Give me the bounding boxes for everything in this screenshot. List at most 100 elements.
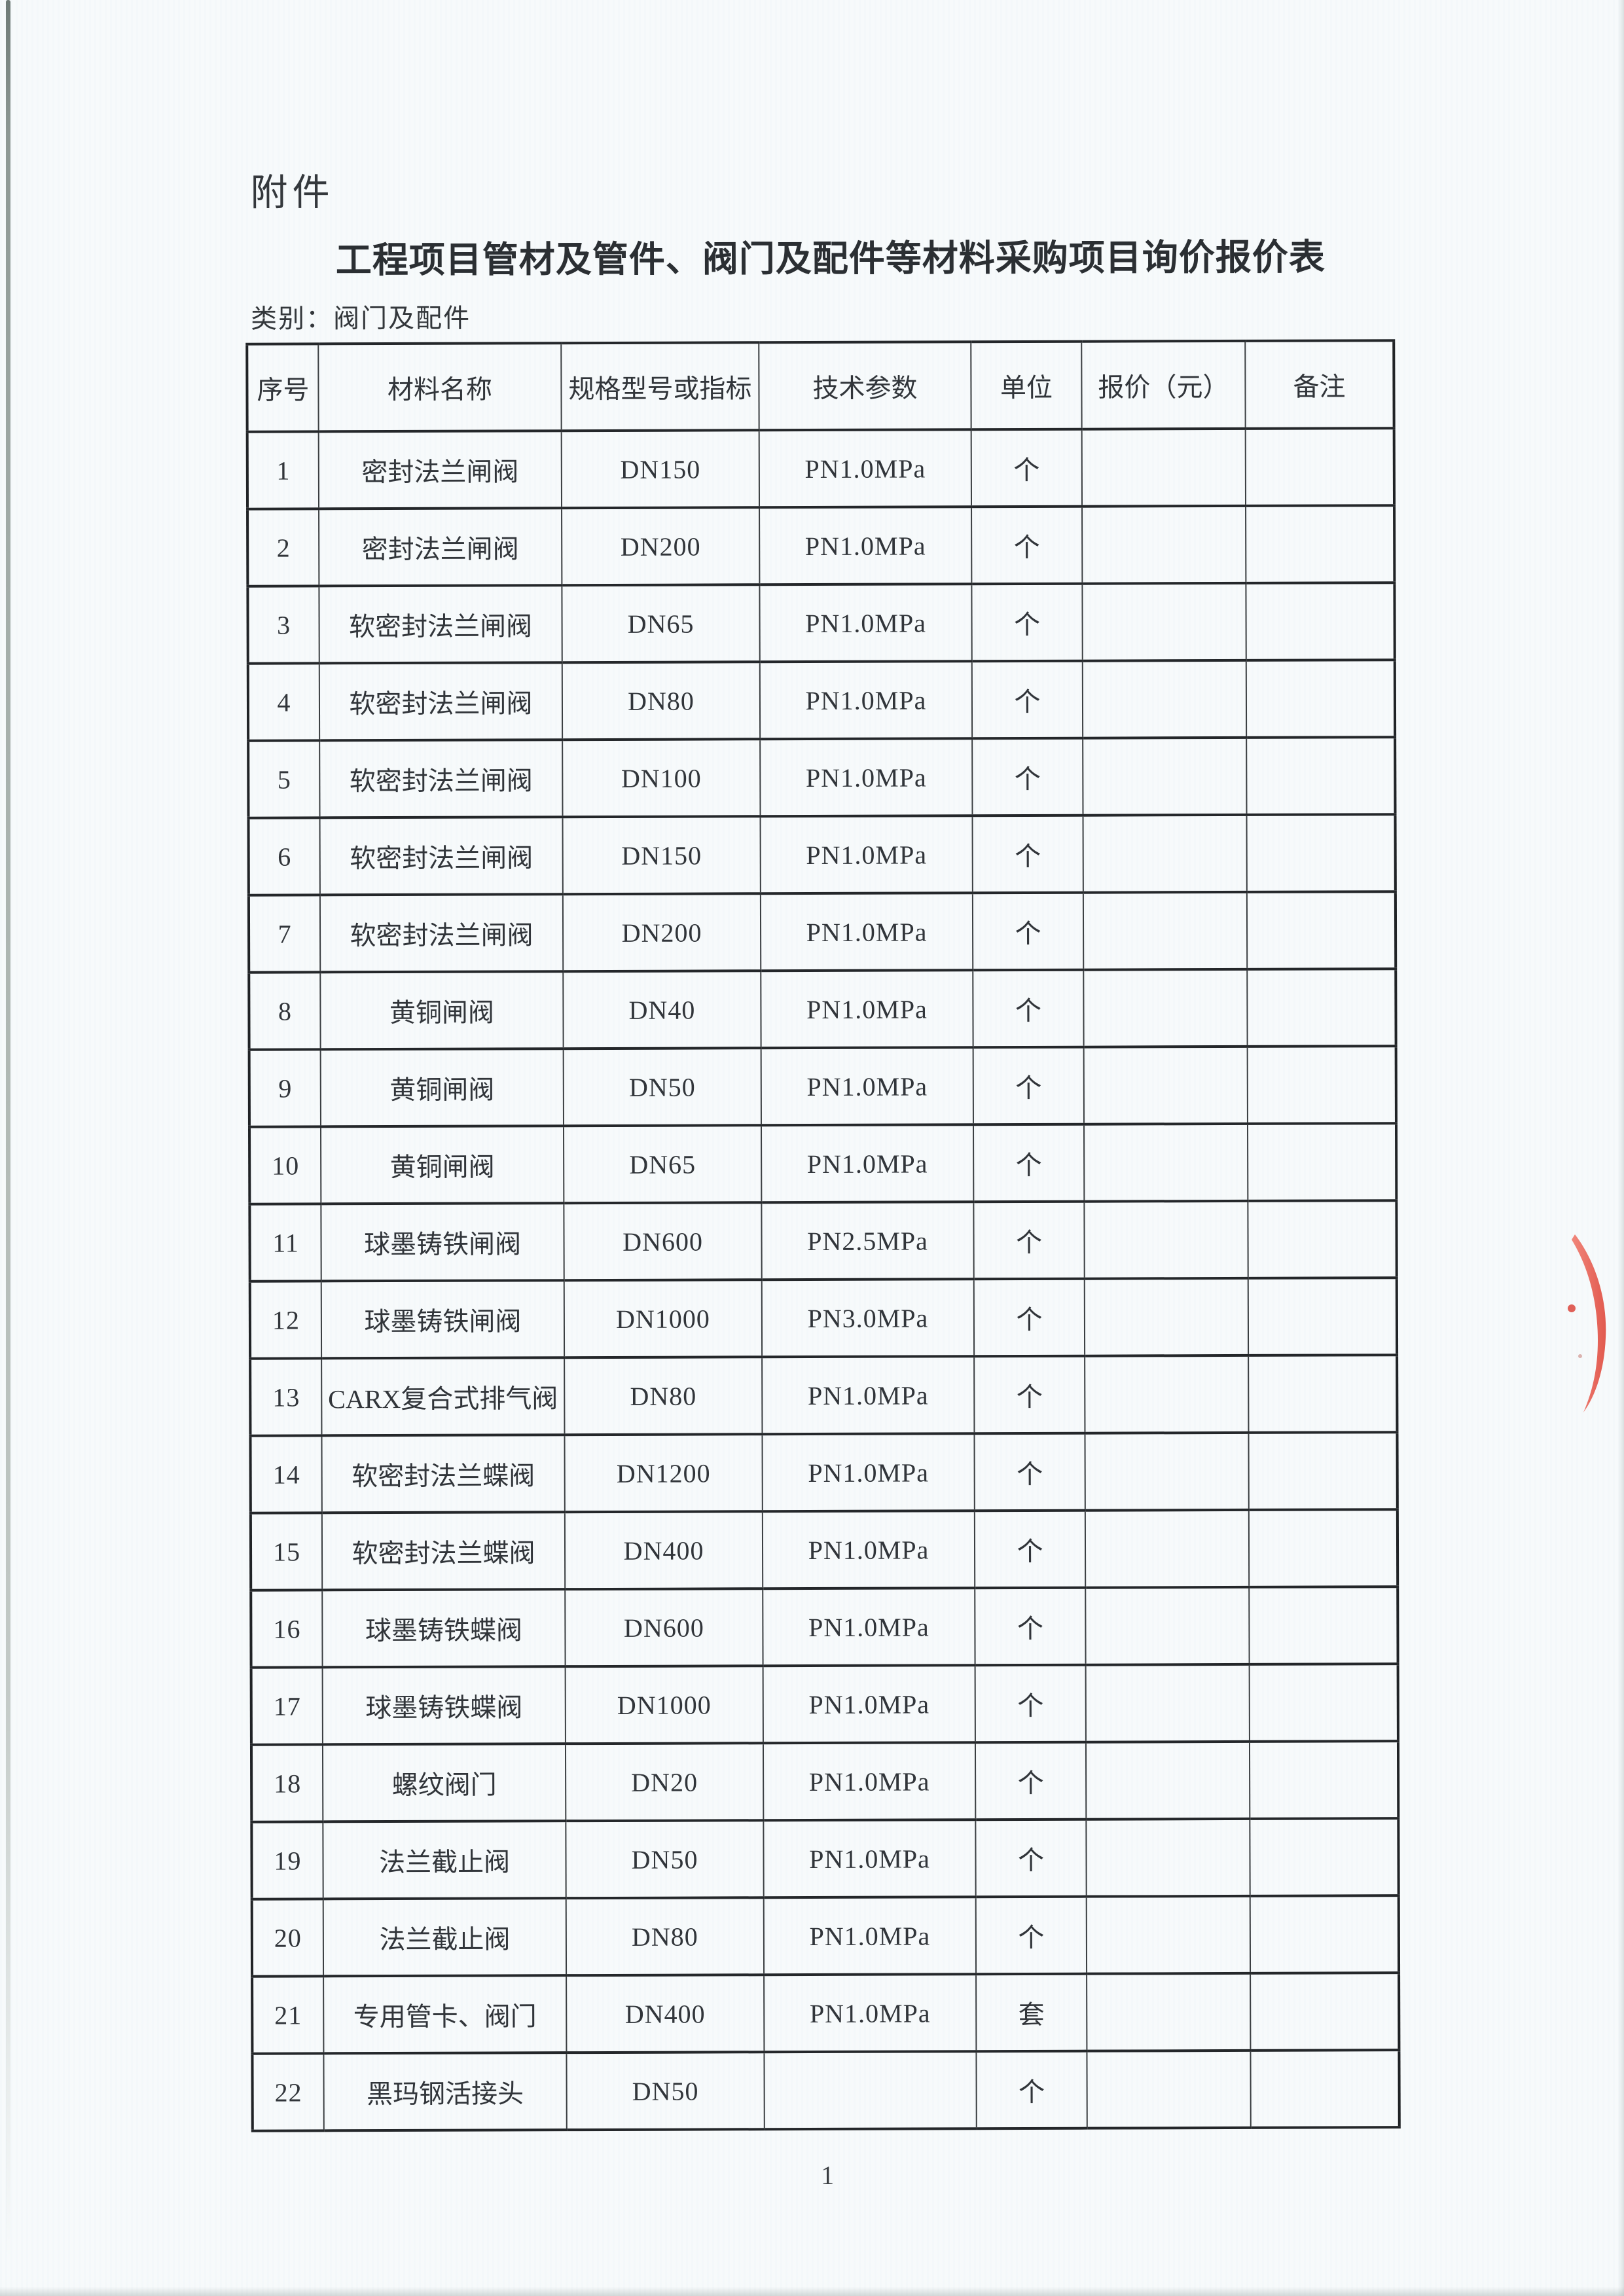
- table-row: 3 软密封法兰闸阀 DN65 PN1.0MPa 个: [247, 583, 1395, 664]
- table-row: 21 专用管卡、阀门 DN400 PN1.0MPa 套: [252, 1973, 1399, 2054]
- cell-serial-number: 20: [251, 1899, 324, 1977]
- cell-price: [1083, 1123, 1248, 1202]
- cell-serial-number: 12: [249, 1281, 322, 1359]
- cell-material-name: CARX复合式排气阀: [321, 1357, 565, 1436]
- table-row: 1 密封法兰闸阀 DN150 PN1.0MPa 个: [247, 428, 1395, 509]
- cell-price: [1082, 583, 1246, 661]
- table-header-row: 序号 材料名称 规格型号或指标 技术参数 单位 报价（元） 备注: [247, 340, 1394, 432]
- cell-note: [1248, 1509, 1398, 1587]
- cell-material-name: 软密封法兰闸阀: [319, 662, 563, 741]
- cell-price: [1085, 1432, 1249, 1511]
- cell-note: [1246, 814, 1396, 892]
- table-row: 8 黄铜闸阀 DN40 PN1.0MPa 个: [249, 969, 1396, 1050]
- cell-note: [1247, 969, 1396, 1047]
- cell-tech-param: PN1.0MPa: [759, 429, 972, 508]
- col-header-tech: 技术参数: [759, 342, 971, 431]
- quotation-table: 序号 材料名称 规格型号或指标 技术参数 单位 报价（元） 备注 1 密封法兰闸…: [245, 339, 1401, 2132]
- table-row: 4 软密封法兰闸阀 DN80 PN1.0MPa 个: [247, 660, 1396, 741]
- cell-note: [1250, 1895, 1399, 1973]
- scanner-edge-artifact-bottom: [0, 2287, 1624, 2296]
- cell-note: [1248, 1355, 1398, 1433]
- cell-note: [1247, 1046, 1396, 1124]
- col-header-spec: 规格型号或指标: [561, 342, 759, 431]
- cell-unit: 个: [971, 429, 1083, 507]
- cell-tech-param: PN1.0MPa: [761, 1047, 973, 1126]
- table-row: 18 螺纹阀门 DN20 PN1.0MPa 个: [251, 1741, 1399, 1822]
- cell-spec-model: DN40: [563, 971, 761, 1049]
- cell-tech-param: PN1.0MPa: [763, 1588, 975, 1666]
- cell-spec-model: DN80: [566, 1897, 765, 1976]
- cell-material-name: 软密封法兰闸阀: [319, 817, 563, 895]
- cell-serial-number: 16: [251, 1590, 323, 1668]
- table-row: 2 密封法兰闸阀 DN200 PN1.0MPa 个: [247, 505, 1395, 586]
- cell-spec-model: DN50: [566, 1820, 764, 1899]
- cell-note: [1250, 1818, 1399, 1896]
- cell-tech-param: PN1.0MPa: [764, 1974, 977, 2053]
- page-number: 1: [820, 2160, 835, 2190]
- cell-material-name: 密封法兰闸阀: [319, 508, 562, 586]
- scanner-edge-artifact-left: [6, 0, 10, 2258]
- cell-tech-param: PN1.0MPa: [761, 1124, 974, 1203]
- table-row: 11 球墨铸铁闸阀 DN600 PN2.5MPa 个: [249, 1200, 1397, 1282]
- cell-material-name: 法兰截止阀: [323, 1821, 566, 1899]
- cell-unit: 个: [975, 1664, 1086, 1743]
- cell-price: [1085, 1587, 1250, 1665]
- cell-price: [1084, 1278, 1249, 1356]
- cell-material-name: 球墨铸铁蝶阀: [322, 1589, 566, 1668]
- cell-spec-model: DN400: [566, 1975, 765, 2053]
- cell-serial-number: 6: [248, 817, 320, 895]
- cell-unit: 个: [972, 892, 1084, 971]
- col-header-name: 材料名称: [318, 343, 562, 432]
- cell-price: [1081, 428, 1246, 507]
- cell-serial-number: 14: [250, 1435, 322, 1513]
- cell-spec-model: DN600: [564, 1202, 762, 1281]
- cell-material-name: 球墨铸铁闸阀: [321, 1280, 565, 1359]
- cell-note: [1245, 428, 1395, 506]
- cell-note: [1249, 1587, 1398, 1664]
- cell-spec-model: DN1000: [564, 1280, 763, 1358]
- cell-note: [1249, 1741, 1399, 1819]
- cell-note: [1249, 1664, 1398, 1742]
- cell-tech-param: PN1.0MPa: [760, 738, 973, 817]
- cell-spec-model: DN50: [566, 2052, 765, 2130]
- table-row: 12 球墨铸铁闸阀 DN1000 PN3.0MPa 个: [249, 1278, 1398, 1359]
- cell-tech-param: PN1.0MPa: [759, 507, 972, 585]
- cell-note: [1250, 1973, 1399, 2051]
- cell-material-name: 软密封法兰闸阀: [319, 585, 562, 664]
- cell-serial-number: 3: [247, 586, 319, 664]
- cell-note: [1250, 2050, 1399, 2128]
- table-row: 15 软密封法兰蝶阀 DN400 PN1.0MPa 个: [250, 1509, 1398, 1590]
- cell-note: [1246, 737, 1396, 815]
- cell-tech-param: PN1.0MPa: [763, 1897, 977, 1975]
- cell-material-name: 软密封法兰蝶阀: [321, 1512, 566, 1590]
- cell-spec-model: DN80: [564, 1357, 763, 1435]
- attachment-label: 附件: [250, 172, 334, 214]
- cell-unit: 个: [974, 1510, 1086, 1588]
- table-row: 10 黄铜闸阀 DN65 PN1.0MPa 个: [249, 1123, 1397, 1204]
- table-row: 13 CARX复合式排气阀 DN80 PN1.0MPa 个: [250, 1355, 1398, 1436]
- col-header-unit: 单位: [971, 341, 1082, 430]
- col-header-price: 报价（元）: [1081, 340, 1246, 429]
- cell-tech-param: PN1.0MPa: [762, 1356, 975, 1435]
- cell-tech-param: PN1.0MPa: [763, 1742, 976, 1821]
- cell-tech-param: PN1.0MPa: [759, 661, 973, 740]
- cell-spec-model: DN150: [562, 816, 761, 895]
- cell-spec-model: DN200: [562, 507, 760, 586]
- cell-spec-model: DN65: [562, 584, 760, 663]
- table-row: 19 法兰截止阀 DN50 PN1.0MPa 个: [251, 1818, 1399, 1899]
- cell-price: [1086, 1818, 1250, 1897]
- cell-price: [1087, 1973, 1251, 2051]
- table-row: 20 法兰截止阀 DN80 PN1.0MPa 个: [251, 1895, 1399, 1977]
- cell-price: [1082, 505, 1246, 584]
- cell-material-name: 软密封法兰蝶阀: [321, 1435, 565, 1513]
- table-row: 22 黑玛钢活接头 DN50 个: [252, 2050, 1399, 2131]
- scanner-edge-artifact-right: [1618, 0, 1624, 2296]
- cell-tech-param: PN1.0MPa: [763, 1665, 975, 1744]
- cell-price: [1083, 737, 1247, 816]
- cell-material-name: 黑玛钢活接头: [323, 2053, 567, 2131]
- cell-spec-model: DN1000: [565, 1666, 763, 1744]
- cell-note: [1246, 891, 1396, 969]
- cell-serial-number: 22: [252, 2053, 324, 2131]
- cell-unit: 个: [971, 660, 1083, 739]
